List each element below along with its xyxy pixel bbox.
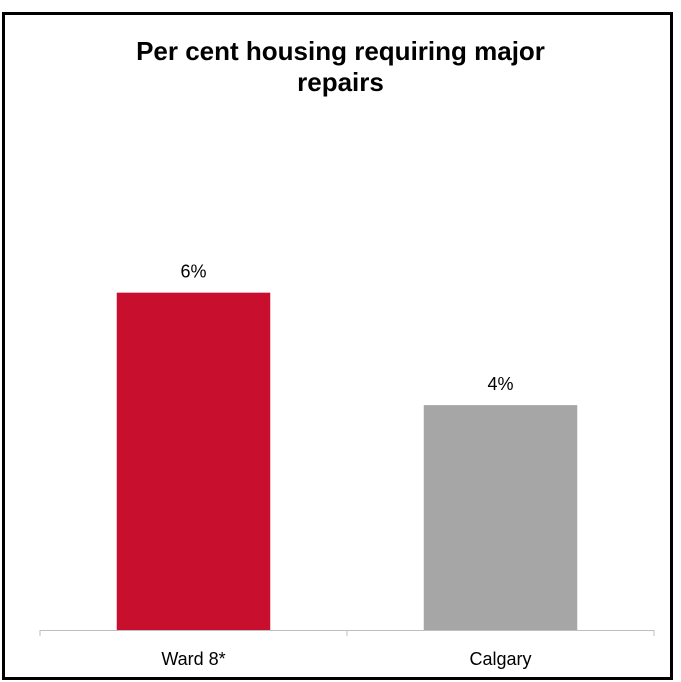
- data-label-0: 6%: [180, 262, 206, 282]
- x-axis-ticks: [39, 630, 655, 636]
- chart-title-line-1: Per cent housing requiring major: [136, 36, 545, 66]
- chart-title-line-2: repairs: [297, 67, 384, 97]
- labels-layer: 6% Ward 8* 4% Calgary: [161, 262, 531, 669]
- category-label-0: Ward 8*: [161, 649, 225, 669]
- category-label-1: Calgary: [469, 649, 531, 669]
- chart-title: Per cent housing requiring major repairs: [0, 36, 681, 98]
- data-label-1: 4%: [487, 374, 513, 394]
- bar-0: [116, 292, 271, 630]
- bars-layer: [116, 292, 578, 630]
- bar-1: [423, 405, 578, 630]
